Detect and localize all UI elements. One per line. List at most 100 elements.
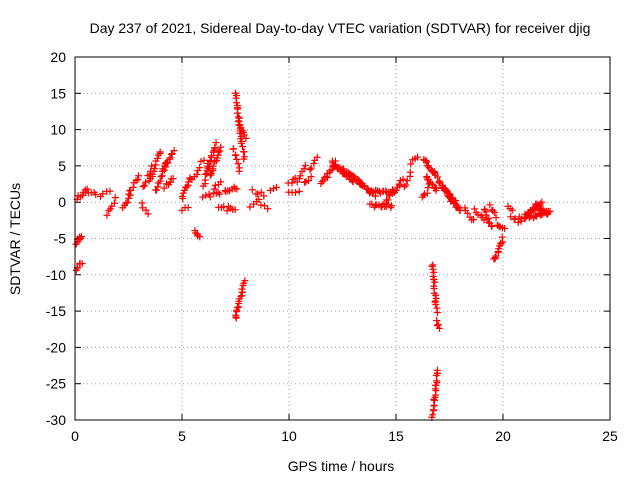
data-point (180, 186, 188, 194)
data-point (470, 205, 478, 213)
data-point (313, 153, 321, 161)
data-point (166, 178, 174, 186)
data-point (163, 158, 171, 166)
data-point (206, 156, 214, 164)
x-tick-label: 5 (178, 428, 186, 444)
data-point (526, 209, 534, 217)
y-tick-label: -10 (46, 267, 66, 283)
plot-frame (74, 56, 611, 421)
data-point (99, 190, 107, 198)
data-point (434, 321, 442, 329)
data-point (165, 155, 173, 163)
data-point (392, 186, 400, 194)
data-point (139, 182, 147, 190)
data-point (432, 186, 440, 194)
data-point (233, 155, 241, 163)
data-point (384, 196, 392, 204)
data-point (489, 207, 497, 215)
x-tick-label: 25 (602, 428, 618, 444)
data-point (170, 147, 178, 155)
data-point (207, 152, 215, 160)
data-point (447, 197, 455, 205)
data-point (238, 285, 246, 293)
data-point (178, 193, 186, 201)
data-point (254, 190, 262, 198)
data-point (429, 265, 437, 273)
data-point (270, 185, 278, 193)
data-point (237, 139, 245, 147)
x-tick-label: 20 (495, 428, 511, 444)
data-point (543, 207, 551, 215)
y-tick-label: -25 (46, 376, 66, 392)
data-point (154, 179, 162, 187)
data-point (436, 324, 444, 332)
data-point (210, 147, 218, 155)
data-point (216, 190, 224, 198)
data-point (429, 411, 437, 419)
data-point (266, 186, 274, 194)
data-point (399, 175, 407, 183)
data-point (423, 189, 431, 197)
data-point (153, 186, 161, 194)
data-point (322, 173, 330, 181)
x-tick-label: 10 (281, 428, 297, 444)
data-point (196, 233, 204, 241)
data-point (200, 156, 208, 164)
y-tick-label: 0 (58, 194, 66, 210)
data-point (433, 309, 441, 317)
data-point (538, 198, 546, 206)
x-axis-title: GPS time / hours (288, 458, 395, 474)
data-point (292, 189, 300, 197)
data-point (492, 252, 500, 260)
data-point (217, 178, 225, 186)
data-point (233, 109, 241, 117)
data-point (464, 209, 472, 217)
data-point (103, 211, 111, 219)
data-point (511, 215, 519, 223)
data-point (216, 147, 224, 155)
data-point (111, 194, 119, 202)
data-point (235, 167, 243, 175)
x-tick-label: 0 (71, 428, 79, 444)
data-point (248, 186, 256, 194)
chart-title: Day 237 of 2021, Sidereal Day-to-day VTE… (90, 20, 591, 36)
data-point (510, 215, 518, 223)
data-point (156, 148, 164, 156)
data-point (492, 214, 500, 222)
data-point (167, 150, 175, 158)
data-point (486, 201, 494, 209)
data-point (431, 278, 439, 286)
y-tick-label: -15 (46, 303, 66, 319)
data-point (301, 178, 309, 186)
data-point (207, 170, 215, 178)
data-point (154, 154, 162, 162)
data-point (197, 157, 205, 165)
data-point (288, 179, 296, 187)
data-point (307, 173, 315, 181)
data-point (307, 164, 315, 172)
data-point (406, 168, 414, 176)
data-point (260, 192, 268, 200)
data-point (77, 233, 85, 241)
data-point (491, 253, 499, 261)
data-point (156, 177, 164, 185)
data-point (238, 143, 246, 151)
data-point (340, 165, 348, 173)
y-tick-label: -5 (54, 231, 67, 247)
data-point (202, 191, 210, 199)
data-point (234, 160, 242, 168)
data-point (480, 216, 488, 224)
data-point (134, 175, 142, 183)
data-point (354, 176, 362, 184)
data-point (255, 195, 263, 203)
grid-layer (75, 57, 610, 420)
data-point (422, 157, 430, 165)
data-point (264, 205, 272, 213)
data-point (295, 187, 303, 195)
data-point (211, 144, 219, 152)
tick-layer: 0 5 10 15 20 25 -30 -25 -20 -15 -10 -5 0 5 10 15 20 (46, 49, 618, 444)
data-point (402, 181, 410, 189)
data-point (129, 183, 137, 191)
data-point (233, 185, 241, 193)
data-point (432, 300, 440, 308)
